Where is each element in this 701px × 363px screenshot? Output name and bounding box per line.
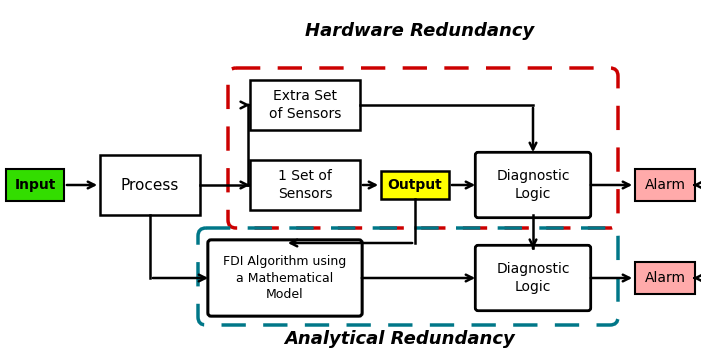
Bar bbox=[100, 155, 200, 215]
FancyBboxPatch shape bbox=[475, 245, 591, 311]
Bar bbox=[381, 171, 449, 199]
Bar bbox=[635, 262, 695, 294]
Bar bbox=[6, 169, 64, 201]
Text: Output: Output bbox=[388, 178, 442, 192]
Text: Process: Process bbox=[121, 178, 179, 192]
Text: Diagnostic
Logic: Diagnostic Logic bbox=[496, 170, 570, 201]
Text: Input: Input bbox=[14, 178, 55, 192]
Text: FDI Algorithm using
a Mathematical
Model: FDI Algorithm using a Mathematical Model bbox=[224, 256, 346, 301]
Bar bbox=[250, 160, 360, 210]
Text: Extra Set
of Sensors: Extra Set of Sensors bbox=[268, 89, 341, 121]
Bar bbox=[635, 169, 695, 201]
Text: Analytical Redundancy: Analytical Redundancy bbox=[285, 330, 515, 348]
Text: Alarm: Alarm bbox=[644, 271, 686, 285]
FancyBboxPatch shape bbox=[208, 240, 362, 316]
Text: 1 Set of
Sensors: 1 Set of Sensors bbox=[278, 170, 332, 201]
FancyBboxPatch shape bbox=[475, 152, 591, 218]
Text: Diagnostic
Logic: Diagnostic Logic bbox=[496, 262, 570, 294]
Text: Hardware Redundancy: Hardware Redundancy bbox=[306, 22, 535, 40]
Text: Alarm: Alarm bbox=[644, 178, 686, 192]
Bar bbox=[250, 80, 360, 130]
